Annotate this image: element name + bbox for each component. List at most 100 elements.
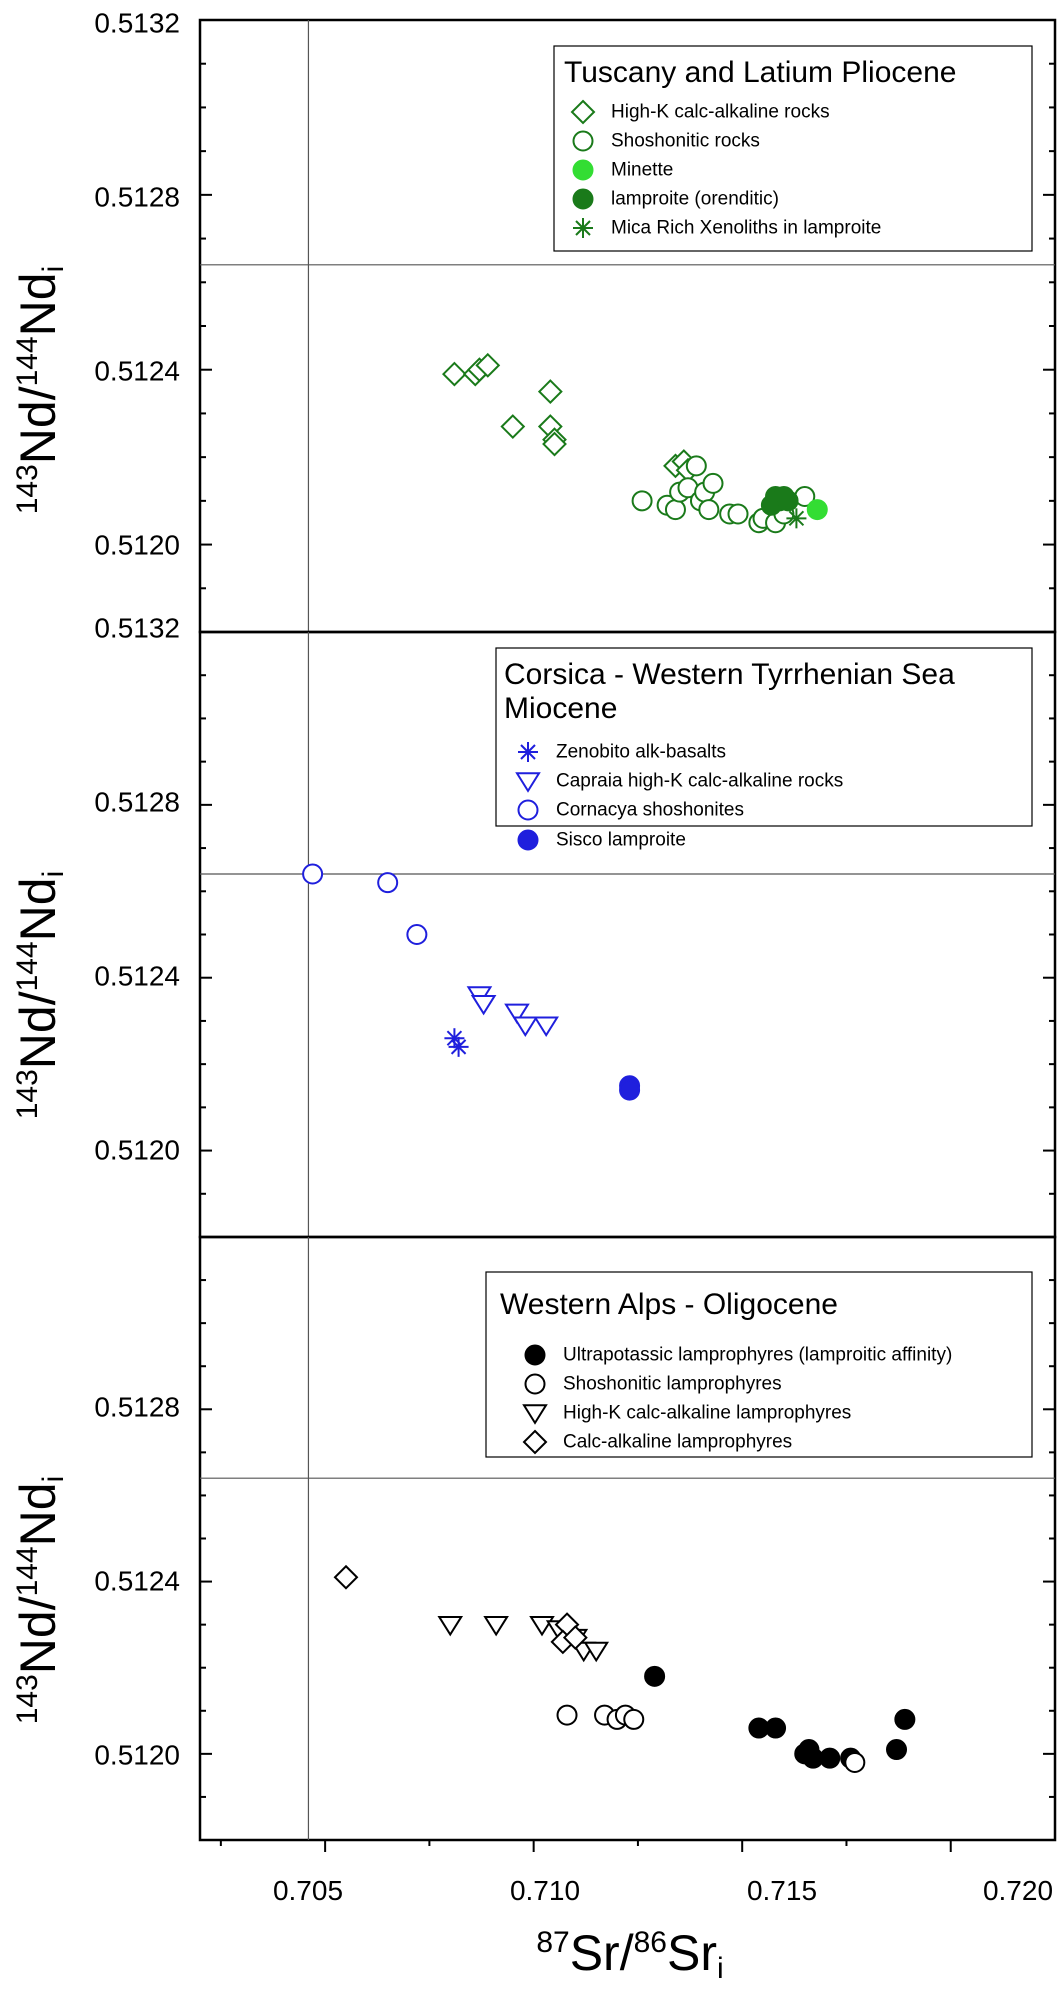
legend-label: Cornacya shoshonites [556,800,744,821]
data-point [819,1747,841,1769]
data-point [702,472,724,494]
data-point [619,1079,641,1101]
legend-box [553,45,1033,252]
data-point [442,361,467,387]
data-point [542,431,567,457]
x-tick-label: 0.715 [747,1875,817,1906]
data-point [500,414,526,439]
data-point [765,1717,787,1739]
data-point [556,1704,578,1726]
legend-marker [515,772,541,793]
legend-markers [515,742,541,851]
legend-label: High-K calc-alkaline lamprophyres [563,1403,851,1424]
data-point [504,1003,530,1025]
data-point [333,1564,359,1590]
data-point [583,1641,610,1663]
y-axis-label-1: 143Nd/144Ndi [10,266,70,515]
data-point [644,1665,666,1687]
legend-title: Corsica - Western Tyrrhenian Sea [504,658,955,691]
data-point [685,455,707,477]
x-tick-label: 0.720 [983,1875,1053,1906]
legend-marker [522,1404,548,1425]
y-tick-label: 0.5132 [94,8,180,39]
plot-area-2 [198,630,1057,1239]
data-point [377,872,399,894]
legend-label: Capraia high-K calc-alkaline rocks [556,771,843,792]
legend-2: Corsica - Western Tyrrhenian Sea Miocene… [495,647,1033,851]
legend-marker [522,1429,548,1455]
data-point [448,1036,469,1057]
legend-label: Shoshonitic lamprophyres [563,1374,782,1395]
data-point [664,499,686,521]
legend-marker [524,1373,546,1395]
y-tick-label: 0.5124 [94,356,180,387]
y-tick-label: 0.5120 [94,530,180,561]
data-point [894,1708,916,1730]
legend-markers [570,99,596,238]
x-tick-label: 0.705 [273,1875,343,1906]
panel-2: 143Nd/144Ndi 0.5120 0.5124 0.5128 0.5132… [10,613,1057,1239]
legend-title: Miocene [504,692,617,725]
legend-marker [572,130,594,152]
data-point [483,1615,509,1637]
legend-marker [517,829,539,851]
data-point [844,1751,866,1773]
y-tick-label: 0.5128 [94,182,180,213]
data-point [470,994,497,1016]
x-axis-label: 87Sr/86Sri [536,1925,723,1985]
y-axis-label-3: 143Nd/144Ndi [10,1476,70,1725]
legend-label: lamproite (orenditic) [611,189,779,210]
x-tick-label: 0.710 [510,1875,580,1906]
plot-area-1 [198,18,1057,634]
legend-title: Western Alps - Oligocene [500,1288,838,1321]
y-tick-label: 0.5128 [94,1392,180,1423]
legend-3: Western Alps - Oligocene Ultrapotassic l… [485,1271,1033,1458]
data-point [533,1016,559,1038]
legend-label: Calc-alkaline lamprophyres [563,1432,792,1453]
data-point [777,490,799,512]
legend-label: Sisco lamproite [556,830,686,851]
y-tick-label: 0.5128 [94,787,180,818]
legend-marker [517,799,539,821]
legend-marker [572,159,594,181]
data-point [727,503,749,525]
legend-label: Shoshonitic rocks [611,131,760,152]
legend-box [495,647,1033,827]
data-point [475,352,501,378]
data-point [437,1615,464,1637]
legend-label: High-K calc-alkaline rocks [611,102,830,123]
data-point [537,379,563,404]
legend-marker [518,742,538,762]
y-tick-label: 0.5132 [94,613,180,644]
legend-marker [524,1344,546,1366]
legend-marker [572,188,594,210]
y-tick-label: 0.5124 [94,1566,180,1597]
legend-label: Zenobito alk-basalts [556,742,726,763]
legend-marker [570,99,596,125]
y-tick-label: 0.5124 [94,961,180,992]
legend-label: Mica Rich Xenoliths in lamproite [611,218,881,239]
legend-box [485,1271,1033,1458]
data-point [302,863,324,885]
legend-marker [573,218,593,238]
data-point [512,1016,539,1038]
panel-1: 143Nd/144Ndi 0.5120 0.5124 0.5128 0.5132… [10,8,1057,634]
plot-area-3 [198,1235,1057,1852]
legend-markers [522,1344,548,1455]
y-tick-label: 0.5120 [94,1740,180,1771]
data-point [698,499,720,521]
data-point [623,1708,645,1730]
y-tick-label: 0.5120 [94,1135,180,1166]
data-point [406,924,428,945]
legend-1: Tuscany and Latium Pliocene High-K calc-… [553,45,1033,252]
data-point [806,499,828,521]
data-point [886,1739,908,1761]
panel-3: 143Nd/144Ndi 0.5120 0.5124 0.5128 Wester… [10,1235,1057,1985]
legend-label: Minette [611,160,673,181]
y-axis-label-2: 143Nd/144Ndi [10,871,70,1120]
legend-label: Ultrapotassic lamprophyres (lamproitic a… [563,1345,952,1366]
data-point [562,1625,588,1650]
legend-title: Tuscany and Latium Pliocene [564,56,956,89]
data-point [631,490,653,512]
